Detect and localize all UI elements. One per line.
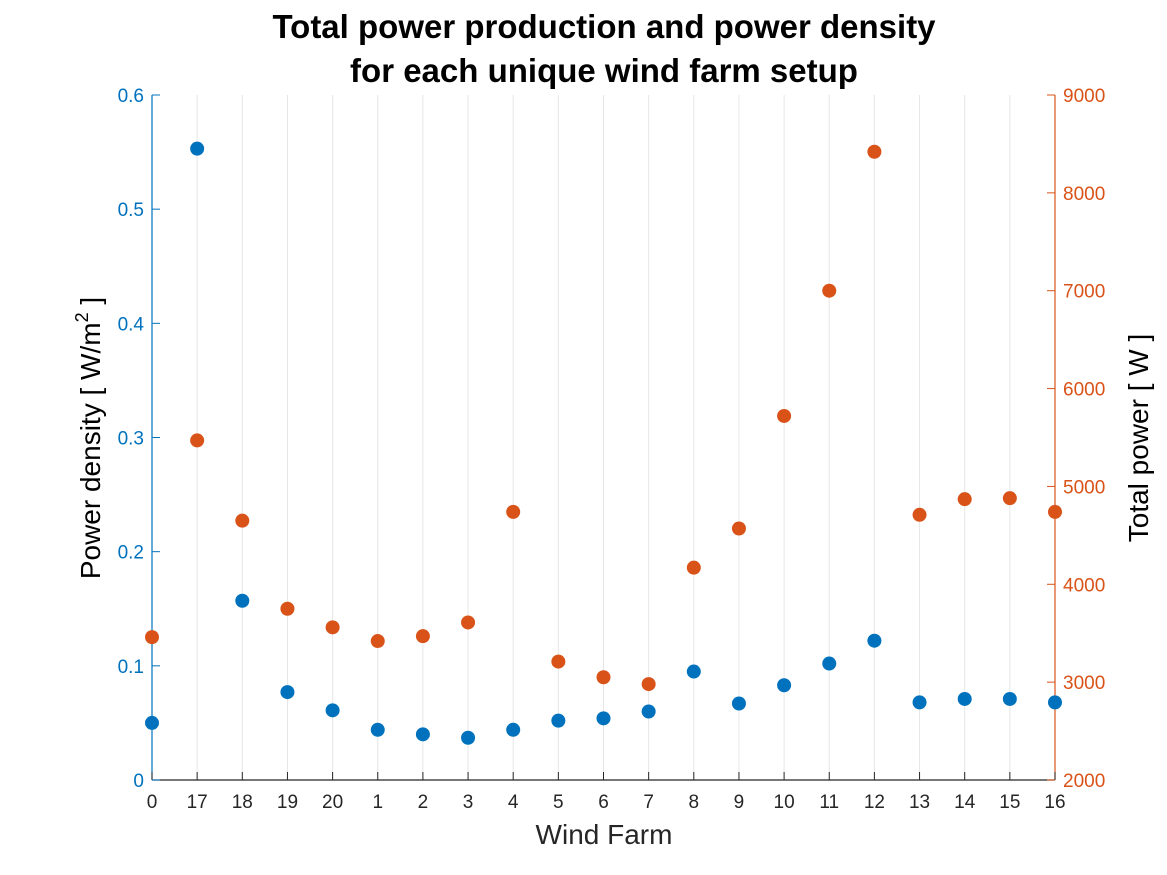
x-tick-label: 20 xyxy=(322,792,343,813)
power-density-point xyxy=(370,722,385,737)
power-density-point xyxy=(822,656,837,671)
y-axis-right-label: Total power [ W ] xyxy=(1123,334,1154,543)
power-density-point xyxy=(280,685,295,700)
x-tick-label: 3 xyxy=(463,792,474,813)
power-density-point xyxy=(551,713,566,728)
power-density-point xyxy=(461,730,476,745)
total-power-point xyxy=(912,507,927,522)
power-density-point xyxy=(1048,695,1062,710)
y-right-tick-label: 2000 xyxy=(1063,771,1105,792)
y-right-tick-label: 8000 xyxy=(1063,184,1105,205)
y-right-tick-label: 7000 xyxy=(1063,282,1105,303)
power-density-point xyxy=(145,715,159,730)
y-axis-left-label-text: Power density [ W/m xyxy=(75,322,106,579)
y-right-tick-label: 6000 xyxy=(1063,380,1105,401)
total-power-point xyxy=(145,630,159,645)
total-power-point xyxy=(686,560,701,575)
x-tick-label: 6 xyxy=(598,792,609,813)
y-left-tick-label: 0.2 xyxy=(118,543,144,564)
power-density-point xyxy=(867,633,882,648)
power-density-point xyxy=(325,703,340,718)
chart-title: Total power production and power density xyxy=(272,8,936,45)
total-power-point xyxy=(280,601,295,616)
x-tick-label: 1 xyxy=(372,792,383,813)
x-tick-label: 9 xyxy=(734,792,745,813)
y-left-tick-label: 0.5 xyxy=(118,200,144,221)
power-density-point xyxy=(1002,691,1017,706)
total-power-point xyxy=(867,144,882,159)
y-right-tick-label: 4000 xyxy=(1063,575,1105,596)
y-left-tick-label: 0.1 xyxy=(118,657,144,678)
x-tick-label: 11 xyxy=(819,792,839,813)
x-tick-label: 0 xyxy=(147,792,158,813)
x-tick-label: 13 xyxy=(909,792,930,813)
power-density-point xyxy=(235,593,250,608)
total-power-point xyxy=(777,408,792,423)
y-right-tick-label: 5000 xyxy=(1063,477,1105,498)
total-power-point xyxy=(461,615,476,630)
power-density-point xyxy=(731,696,746,711)
y-axis-left-label-superscript: 2 xyxy=(72,312,92,322)
x-tick-label: 17 xyxy=(187,792,208,813)
total-power-point xyxy=(1048,504,1062,519)
total-power-point xyxy=(957,492,972,507)
total-power-point xyxy=(415,629,430,644)
y-axis-left-label-suffix: ] xyxy=(75,297,106,313)
x-tick-label: 19 xyxy=(277,792,298,813)
x-tick-label: 8 xyxy=(689,792,700,813)
y-right-tick-label: 9000 xyxy=(1063,86,1105,107)
points-layer xyxy=(145,141,1062,745)
total-power-point xyxy=(551,654,566,669)
power-density-point xyxy=(596,711,611,726)
x-tick-label: 7 xyxy=(643,792,654,813)
power-density-point xyxy=(957,691,972,706)
ticks-layer: 0 17 18 19 20 1 2 3 4 5 6 7 8 9 10 11 12 13 14 15 1600.10.20… xyxy=(118,86,1106,813)
total-power-point xyxy=(596,670,611,685)
x-tick-label: 5 xyxy=(553,792,564,813)
y-left-tick-label: 0 xyxy=(133,771,144,792)
power-density-point xyxy=(641,704,656,719)
total-power-point xyxy=(731,521,746,536)
total-power-point xyxy=(641,677,656,692)
power-density-point xyxy=(912,695,927,710)
total-power-point xyxy=(370,634,385,649)
x-tick-label: 12 xyxy=(864,792,885,813)
x-tick-label: 18 xyxy=(232,792,253,813)
total-power-point xyxy=(1002,491,1017,506)
total-power-point xyxy=(506,504,521,519)
x-tick-label: 15 xyxy=(999,792,1020,813)
total-power-point xyxy=(822,283,837,298)
x-tick-label: 16 xyxy=(1044,792,1065,813)
y-right-tick-label: 3000 xyxy=(1063,673,1105,694)
power-density-point xyxy=(777,678,792,693)
total-power-point xyxy=(190,433,205,448)
y-left-tick-label: 0.6 xyxy=(118,86,144,107)
total-power-point xyxy=(235,513,250,528)
power-density-point xyxy=(686,664,701,679)
total-power-point xyxy=(325,620,340,635)
x-tick-label: 4 xyxy=(508,792,519,813)
y-left-tick-label: 0.4 xyxy=(118,314,145,335)
x-tick-label: 14 xyxy=(954,792,976,813)
grid-layer xyxy=(196,95,1011,780)
chart-subtitle: for each unique wind farm setup xyxy=(350,52,858,89)
x-tick-label: 10 xyxy=(774,792,795,813)
power-density-point xyxy=(190,141,205,156)
x-axis-label: Wind Farm xyxy=(536,819,673,850)
y-left-tick-label: 0.3 xyxy=(118,429,144,450)
power-density-point xyxy=(415,727,430,742)
power-density-point xyxy=(506,722,521,737)
y-axis-left-label: Power density [ W/m2 ] xyxy=(72,297,106,579)
x-tick-label: 2 xyxy=(418,792,429,813)
